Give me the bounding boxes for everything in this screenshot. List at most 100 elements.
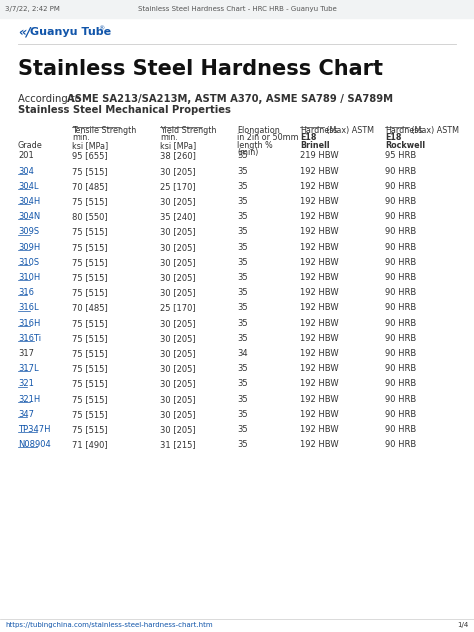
Text: ®: ®	[98, 27, 104, 32]
Text: 90 HRB: 90 HRB	[385, 410, 416, 419]
Text: 192 HBW: 192 HBW	[300, 395, 338, 404]
Text: 90 HRB: 90 HRB	[385, 258, 416, 267]
Text: 192 HBW: 192 HBW	[300, 197, 338, 206]
Text: Stainless Steel Hardness Chart: Stainless Steel Hardness Chart	[18, 59, 383, 79]
Text: 192 HBW: 192 HBW	[300, 303, 338, 312]
Text: 80 [550]: 80 [550]	[72, 212, 108, 221]
Text: ksi [MPa]: ksi [MPa]	[72, 141, 108, 150]
Text: 75 [515]: 75 [515]	[72, 349, 108, 358]
Text: Grade: Grade	[18, 141, 43, 150]
Text: 316Ti: 316Ti	[18, 334, 41, 343]
Text: 35: 35	[237, 182, 247, 191]
Text: 35: 35	[237, 364, 247, 374]
Text: ASME SA213/SA213M, ASTM A370, ASME SA789 / SA789M: ASME SA213/SA213M, ASTM A370, ASME SA789…	[67, 94, 392, 104]
Text: 35: 35	[237, 334, 247, 343]
Text: 35: 35	[237, 410, 247, 419]
Text: 90 HRB: 90 HRB	[385, 334, 416, 343]
Text: 192 HBW: 192 HBW	[300, 258, 338, 267]
Text: 30 [205]: 30 [205]	[160, 379, 196, 389]
Text: Hardness: Hardness	[300, 126, 337, 135]
Text: 34: 34	[237, 349, 247, 358]
Text: 75 [515]: 75 [515]	[72, 243, 108, 252]
Text: 192 HBW: 192 HBW	[300, 273, 338, 282]
Text: 75 [515]: 75 [515]	[72, 273, 108, 282]
Text: 35: 35	[237, 152, 247, 161]
Text: 70 [485]: 70 [485]	[72, 182, 108, 191]
Text: ksi [MPa]: ksi [MPa]	[160, 141, 196, 150]
Text: 317L: 317L	[18, 364, 38, 374]
Text: 310H: 310H	[18, 273, 40, 282]
Text: Stainless Steel Hardness Chart - HRC HRB - Guanyu Tube: Stainless Steel Hardness Chart - HRC HRB…	[137, 6, 337, 12]
Text: 192 HBW: 192 HBW	[300, 425, 338, 434]
Text: (Max) ASTM: (Max) ASTM	[409, 126, 459, 135]
Text: 1/4: 1/4	[457, 622, 468, 628]
Text: 310S: 310S	[18, 258, 39, 267]
Text: 90 HRB: 90 HRB	[385, 441, 416, 449]
Text: 35: 35	[237, 425, 247, 434]
Text: 75 [515]: 75 [515]	[72, 288, 108, 297]
Text: 192 HBW: 192 HBW	[300, 288, 338, 297]
Text: 192 HBW: 192 HBW	[300, 182, 338, 191]
Text: 35: 35	[237, 273, 247, 282]
Text: E18: E18	[385, 133, 401, 142]
Text: 30 [205]: 30 [205]	[160, 410, 196, 419]
Text: 309H: 309H	[18, 243, 40, 252]
Text: Stainless Steel Mechanical Properties: Stainless Steel Mechanical Properties	[18, 105, 231, 115]
Text: 192 HBW: 192 HBW	[300, 410, 338, 419]
Text: 75 [515]: 75 [515]	[72, 395, 108, 404]
Text: 192 HBW: 192 HBW	[300, 379, 338, 389]
Text: 75 [515]: 75 [515]	[72, 379, 108, 389]
Text: 30 [205]: 30 [205]	[160, 273, 196, 282]
Text: 90 HRB: 90 HRB	[385, 379, 416, 389]
Text: 75 [515]: 75 [515]	[72, 425, 108, 434]
Text: 316H: 316H	[18, 319, 40, 328]
Text: 90 HRB: 90 HRB	[385, 349, 416, 358]
Text: 192 HBW: 192 HBW	[300, 228, 338, 236]
Text: 90 HRB: 90 HRB	[385, 167, 416, 176]
Text: 192 HBW: 192 HBW	[300, 441, 338, 449]
Text: 321H: 321H	[18, 395, 40, 404]
Text: 304: 304	[18, 167, 34, 176]
Text: min.: min.	[72, 133, 90, 142]
Text: 192 HBW: 192 HBW	[300, 364, 338, 374]
Text: 90 HRB: 90 HRB	[385, 364, 416, 374]
Text: 90 HRB: 90 HRB	[385, 273, 416, 282]
Text: 95 [655]: 95 [655]	[72, 152, 108, 161]
Text: 192 HBW: 192 HBW	[300, 212, 338, 221]
Text: length %: length %	[237, 141, 273, 150]
Text: 30 [205]: 30 [205]	[160, 228, 196, 236]
Text: 304H: 304H	[18, 197, 40, 206]
Text: 316: 316	[18, 288, 34, 297]
Text: 90 HRB: 90 HRB	[385, 228, 416, 236]
Text: 75 [515]: 75 [515]	[72, 197, 108, 206]
Text: 3/7/22, 2:42 PM: 3/7/22, 2:42 PM	[5, 6, 60, 12]
Text: Hardness: Hardness	[385, 126, 422, 135]
Text: 30 [205]: 30 [205]	[160, 349, 196, 358]
Text: 35: 35	[237, 319, 247, 328]
Text: 35: 35	[237, 258, 247, 267]
Text: min.: min.	[160, 133, 178, 142]
Text: Elongation: Elongation	[237, 126, 280, 135]
Text: 201: 201	[18, 152, 34, 161]
Text: 90 HRB: 90 HRB	[385, 182, 416, 191]
Text: 75 [515]: 75 [515]	[72, 258, 108, 267]
Text: 35: 35	[237, 243, 247, 252]
Text: 90 HRB: 90 HRB	[385, 303, 416, 312]
Text: 30 [205]: 30 [205]	[160, 258, 196, 267]
Text: 309S: 309S	[18, 228, 39, 236]
Text: Rockwell: Rockwell	[385, 141, 425, 150]
Text: 35: 35	[237, 395, 247, 404]
Text: 35: 35	[237, 212, 247, 221]
Text: in 2in or 50mm: in 2in or 50mm	[237, 133, 299, 142]
Text: 30 [205]: 30 [205]	[160, 334, 196, 343]
Text: 219 HBW: 219 HBW	[300, 152, 338, 161]
Text: (Max) ASTM: (Max) ASTM	[324, 126, 374, 135]
Text: (min): (min)	[237, 149, 258, 157]
Text: 90 HRB: 90 HRB	[385, 197, 416, 206]
Text: https://tubingchina.com/stainless-steel-hardness-chart.htm: https://tubingchina.com/stainless-steel-…	[5, 622, 213, 628]
Text: 30 [205]: 30 [205]	[160, 243, 196, 252]
Text: 192 HBW: 192 HBW	[300, 319, 338, 328]
Text: 35: 35	[237, 441, 247, 449]
Text: 75 [515]: 75 [515]	[72, 410, 108, 419]
Text: 75 [515]: 75 [515]	[72, 364, 108, 374]
